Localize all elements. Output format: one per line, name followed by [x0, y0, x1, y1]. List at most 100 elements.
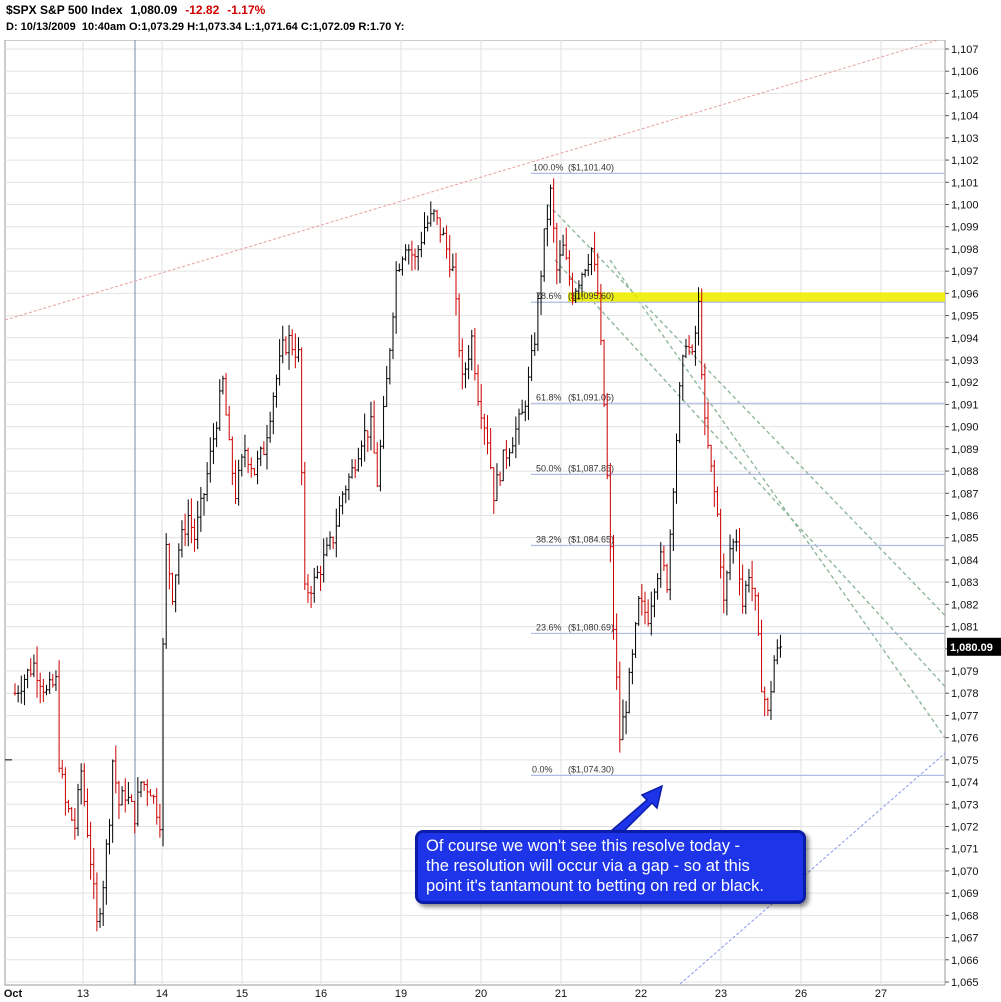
chart-header: $SPX S&P 500 Index 1,080.09 -12.82 -1.17% D…: [0, 0, 1001, 40]
y-tick-label: 1,066: [951, 955, 979, 967]
y-tick-label: 1,098: [951, 244, 979, 256]
y-tick-label: 1,095: [951, 311, 979, 323]
y-axis: 1,065 1,066 1,067 1,068 1,069 1,070 1,071 1,072…: [945, 44, 979, 989]
y-tick-label: 1,104: [951, 111, 979, 123]
y-tick-label: 1,089: [951, 444, 979, 456]
high-label: H:: [187, 21, 199, 33]
info-date: 10/13/2009: [20, 21, 76, 33]
y-tick-label: 1,090: [951, 422, 979, 434]
y-tick-label: 1,093: [951, 355, 979, 367]
fib-pct-label: 50.0%: [536, 463, 562, 473]
x-tick-label: 20: [475, 988, 487, 1000]
channel-line: [554, 259, 946, 688]
y-tick-label: 1,088: [951, 466, 979, 478]
y-tick-label: 1,067: [951, 933, 979, 945]
y-tick-label: 1,079: [951, 666, 979, 678]
fib-pct-label: 100.0%: [533, 162, 564, 172]
range-value: 1.70: [369, 21, 392, 33]
x-tick-label: 15: [236, 988, 248, 1000]
price-bars: [5, 178, 782, 932]
annotation-callout: Of course we won't see this resolve toda…: [415, 830, 806, 904]
fib-pct-label: 23.6%: [536, 622, 562, 632]
callout-line-2: the resolution will occur via a gap - so…: [426, 857, 750, 875]
symbol: $SPX: [6, 3, 37, 17]
y-tick-label: 1,071: [951, 844, 979, 856]
y-label: Y:: [394, 21, 405, 33]
x-tick-label: 23: [715, 988, 727, 1000]
y-tick-label: 1,077: [951, 710, 979, 722]
fib-price-label: ($1,074.30): [568, 764, 614, 774]
y-tick-label: 1,100: [951, 200, 979, 212]
high-value: 1,073.34: [198, 21, 242, 33]
y-tick-label: 1,094: [951, 333, 979, 345]
fib-price-label: ($1,080.69): [568, 622, 614, 632]
y-tick-label: 1,070: [951, 866, 979, 878]
price-change-pct: -1.17%: [227, 3, 266, 17]
fib-price-label: ($1,087.85): [568, 463, 614, 473]
fib-price-label: ($1,091.05): [568, 392, 614, 402]
x-tick-label: 19: [395, 988, 407, 1000]
fib-price-label: ($1,084.65): [568, 534, 614, 544]
y-tick-label: 1,065: [951, 977, 979, 989]
fib-price-label: ($1,095.60): [568, 291, 614, 301]
last-price-tag-bg: [947, 637, 1001, 656]
open-label: O:: [128, 21, 142, 33]
header-info-line: D: 10/13/2009 10:40am O:1,073.29 H:1,073…: [6, 21, 404, 33]
x-tick-label: 27: [875, 988, 887, 1000]
low-label: L:: [244, 21, 255, 33]
last-price-tag: 1,080.09: [947, 637, 1001, 656]
y-tick-label: 1,078: [951, 688, 979, 700]
y-tick-label: 1,081: [951, 622, 979, 634]
y-tick-label: 1,072: [951, 822, 979, 834]
y-tick-label: 1,092: [951, 377, 979, 389]
close-value: 1,072.09: [312, 21, 356, 33]
y-tick-label: 1,069: [951, 888, 979, 900]
y-tick-label: 1,083: [951, 577, 979, 589]
y-tick-label: 1,085: [951, 533, 979, 545]
last-price-tag-text: 1,080.09: [950, 642, 993, 654]
x-tick-label: Oct: [4, 988, 23, 1000]
y-tick-label: 1,105: [951, 88, 979, 100]
range-label: R:: [358, 21, 370, 33]
x-tick-label: 13: [77, 988, 89, 1000]
callout-line-3: point it's tantamount to betting on red …: [426, 877, 764, 895]
close-label: C:: [300, 21, 313, 33]
fib-pct-label: 78.6%: [536, 291, 562, 301]
fibonacci-levels: 100.0% ($1,101.40) 78.6% ($1,095.60) 61.8% ($…: [531, 162, 945, 777]
y-tick-label: 1,103: [951, 133, 979, 145]
price-change: -12.82: [185, 3, 220, 17]
y-tick-label: 1,102: [951, 155, 979, 167]
x-axis: Oct 13 14 15 16 19 20 21 22 23 26 27: [4, 988, 887, 1000]
upper-trendline: [4, 37, 946, 321]
y-tick-label: 1,091: [951, 399, 979, 411]
y-tick-label: 1,096: [951, 288, 979, 300]
index-name: S&P 500 Index: [40, 3, 123, 17]
y-tick-label: 1,106: [951, 66, 979, 78]
date-prefix: D:: [6, 21, 18, 33]
fib-pct-label: 61.8%: [536, 392, 562, 402]
y-tick-label: 1,076: [951, 733, 979, 745]
callout-line-1: Of course we won't see this resolve toda…: [426, 837, 741, 855]
x-tick-label: 21: [555, 988, 567, 1000]
channel-line: [547, 204, 946, 616]
trend-lines: [4, 37, 946, 985]
y-tick-label: 1,087: [951, 488, 979, 500]
fib-pct-label: 0.0%: [532, 764, 553, 774]
fib-highlight-band: [568, 292, 945, 303]
header-title-line: $SPX S&P 500 Index 1,080.09 -12.82 -1.17%: [6, 3, 265, 17]
y-tick-label: 1,082: [951, 599, 979, 611]
info-time: 10:40am: [81, 21, 126, 33]
x-tick-label: 14: [156, 988, 168, 1000]
y-tick-label: 1,074: [951, 777, 979, 789]
lower-trendline: [679, 752, 946, 985]
channel-line: [609, 259, 946, 739]
y-tick-label: 1,084: [951, 555, 979, 567]
fib-price-label: ($1,101.40): [568, 162, 614, 172]
y-tick-label: 1,068: [951, 910, 979, 922]
y-tick-label: 1,073: [951, 799, 979, 811]
fib-pct-label: 38.2%: [536, 534, 562, 544]
last-price: 1,080.09: [130, 3, 178, 17]
low-value: 1,071.64: [254, 21, 298, 33]
y-tick-label: 1,107: [951, 44, 979, 56]
